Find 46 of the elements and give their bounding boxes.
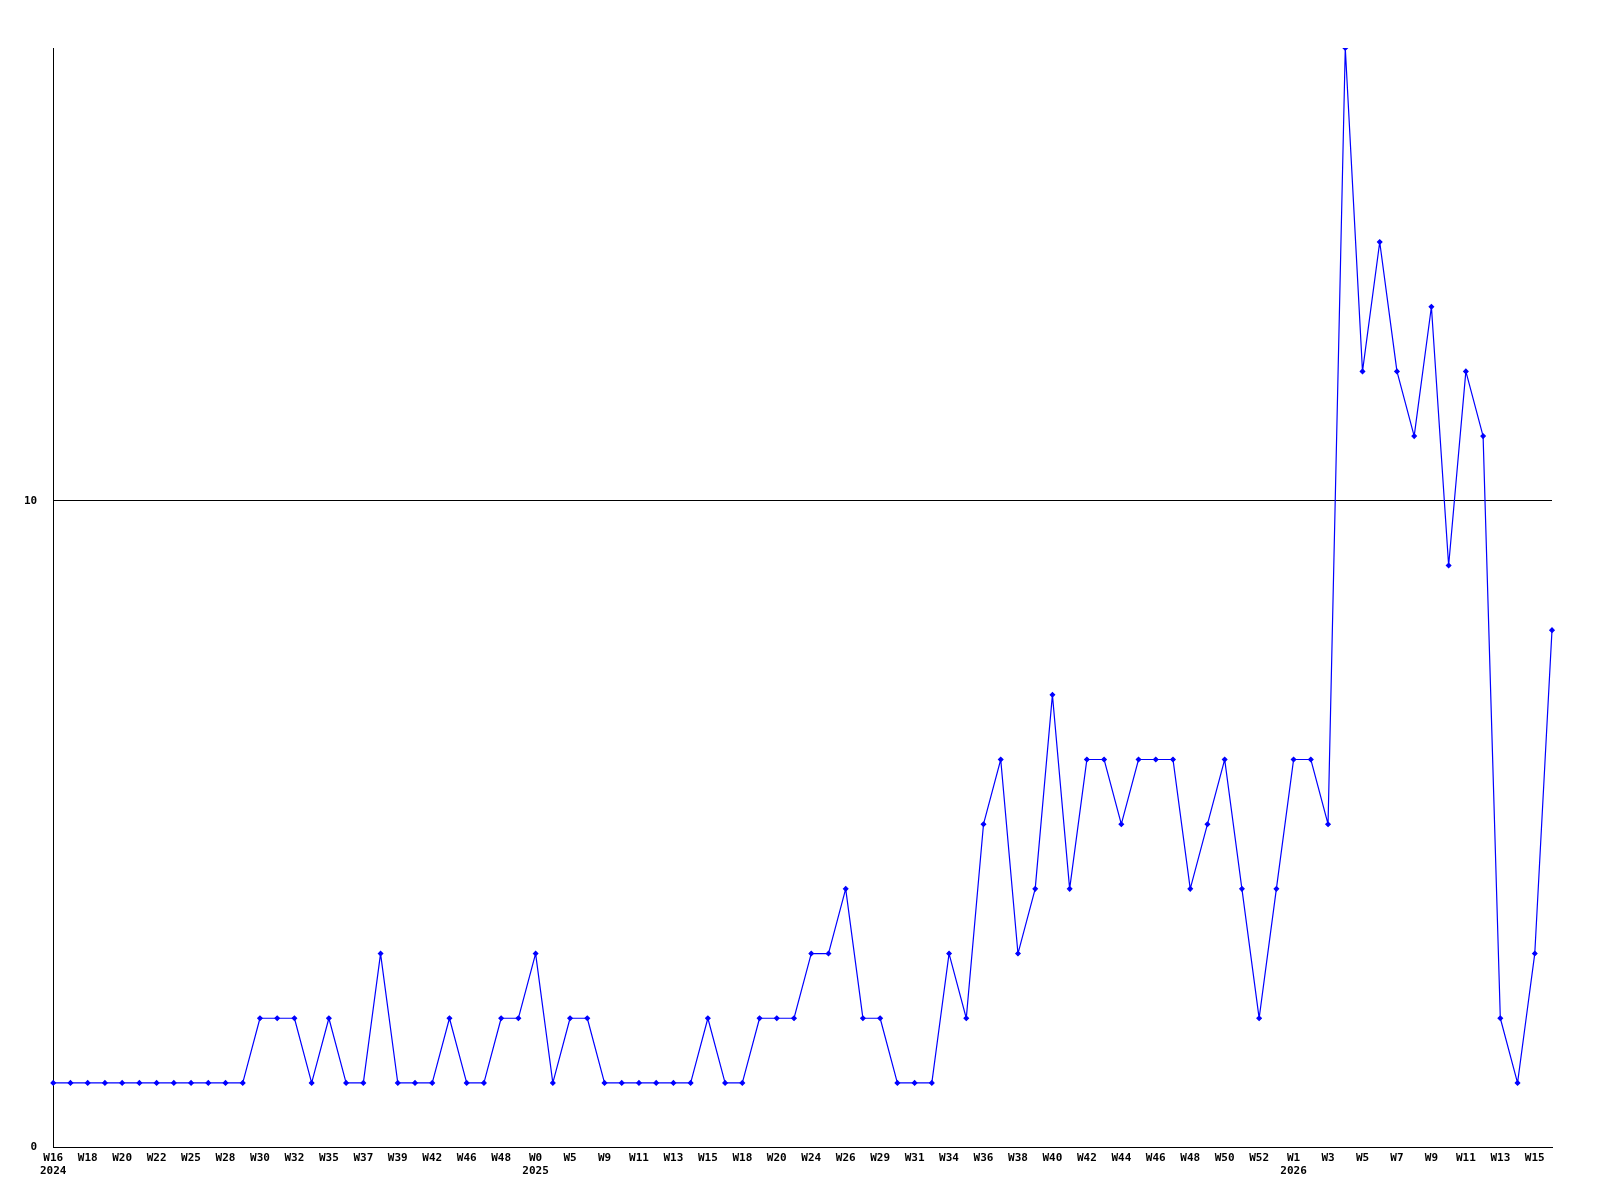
x-tick-label: W42 [1076,1151,1097,1165]
x-tick-label: W42 [422,1151,443,1165]
x-tick-label: W18 [732,1151,753,1165]
x-tick-label: W32 [284,1151,305,1165]
x-tick-label: W31 [904,1151,925,1165]
x-tick-label: W5 [1355,1151,1370,1165]
x-tick-label: W50 [1214,1151,1235,1165]
x-tick-label: W7 [1390,1151,1404,1165]
x-tick-label: W11 [1455,1151,1477,1165]
x-tick-label: W22 [146,1151,167,1165]
x-tick-label: W48 [491,1151,512,1165]
x-tick-label: W9 [1424,1151,1439,1165]
y-tick-label: 0 [30,1140,38,1154]
x-tick-label: W29 [870,1151,891,1165]
x-tick-label: W40 [1042,1151,1063,1165]
x-tick-label: W37 [353,1151,374,1165]
x-tick-label: W13 [1490,1151,1511,1165]
x-tick-label: W25 [181,1151,201,1165]
x-tick-label: W52 [1249,1151,1270,1165]
x-tick-label: W5 [563,1151,577,1165]
y-tick-label: 10 [24,493,38,507]
x-tick-label: W3 [1321,1151,1335,1165]
x-tick-label: W38 [1008,1151,1028,1165]
x-tick-label: W39 [387,1151,408,1165]
x-tick-label: W16 2024 [40,1151,67,1178]
x-tick-label: W11 [629,1151,650,1165]
x-tick-label: W0 2025 [522,1151,549,1178]
x-tick-label: W46 [456,1151,477,1165]
x-tick-label: W46 [1145,1151,1167,1165]
x-tick-label: W36 [973,1151,994,1165]
x-tick-label: W15 [1524,1151,1545,1165]
x-tick-label: W35 [318,1151,339,1165]
x-tick-label: W26 [835,1151,856,1165]
x-tick-label: W20 [766,1151,787,1165]
x-tick-label: W20 [112,1151,133,1165]
x-tick-label: W9 [597,1151,612,1165]
x-tick-label: W15 [697,1151,718,1165]
x-tick-label: W1 2026 [1280,1151,1308,1178]
x-tick-label: W13 [663,1151,684,1165]
x-tick-label: W18 [77,1151,98,1165]
x-tick-label: W30 [250,1151,270,1165]
x-tick-label: W28 [215,1151,236,1165]
x-tick-label: W34 [939,1151,960,1165]
x-tick-label: W24 [801,1151,822,1165]
x-tick-label: W48 [1180,1151,1201,1165]
x-tick-label: W44 [1111,1151,1132,1165]
